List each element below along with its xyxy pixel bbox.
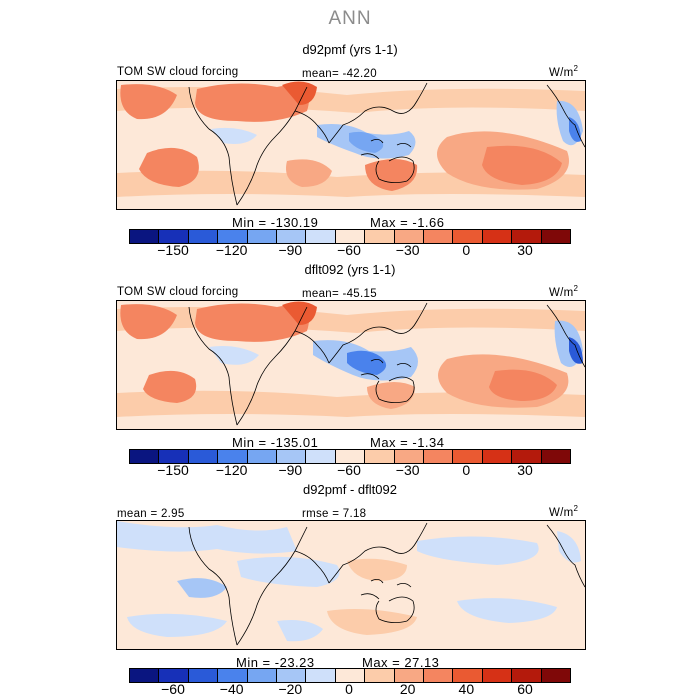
colorbar-cell	[512, 450, 542, 463]
colorbar-cell	[424, 669, 454, 682]
colorbar-cell	[394, 669, 425, 682]
panel-2-mean-label: mean= -45.15	[302, 288, 377, 300]
panel-3-colorbar-ticks: −60 −40 −20 0 20 40 60	[129, 681, 569, 699]
colorbar-tick-label: −20	[278, 681, 303, 697]
colorbar-tick-label: −90	[278, 462, 303, 478]
panel-1-units: W/m2	[549, 64, 579, 79]
colorbar-tick-label: −90	[278, 242, 303, 258]
panel-2-variable-label: TOM SW cloud forcing	[117, 286, 239, 298]
colorbar-tick-label: −150	[157, 242, 189, 258]
panel-1-title: d92pmf (yrs 1-1)	[302, 42, 398, 57]
colorbar-tick-label: 0	[462, 242, 471, 258]
colorbar-cell	[482, 669, 513, 682]
colorbar-cell	[159, 450, 189, 463]
colorbar-cell	[482, 230, 513, 243]
colorbar-cell	[453, 230, 483, 243]
colorbar-cell	[188, 450, 219, 463]
panel-3-rmse-label: rmse = 7.18	[302, 508, 367, 520]
panel-2-min-label: Min = -135.01	[232, 435, 319, 450]
colorbar-cell	[218, 450, 248, 463]
panel-1-map	[116, 80, 586, 210]
colorbar-tick-label: 20	[399, 681, 416, 697]
colorbar-cell	[159, 230, 189, 243]
colorbar-tick-label: −30	[395, 242, 420, 258]
panel-1-mean-label: mean= -42.20	[302, 68, 377, 80]
colorbar-cell	[306, 669, 336, 682]
colorbar-tick-label: 30	[517, 462, 533, 478]
panel-2-colorbar-ticks: −150 −120 −90 −60 −30 0 30	[129, 462, 569, 480]
colorbar-cell	[512, 230, 542, 243]
colorbar-cell	[130, 450, 160, 463]
colorbar-cell	[335, 450, 366, 463]
panel-3-max-label: Max = 27.13	[362, 655, 440, 670]
colorbar-cell	[247, 230, 278, 243]
colorbar-cell	[394, 230, 425, 243]
colorbar-tick-label: −60	[337, 242, 361, 258]
colorbar-cell	[277, 669, 307, 682]
colorbar-cell	[335, 230, 366, 243]
colorbar-cell	[453, 669, 483, 682]
panel-1-colorbar-ticks: −150 −120 −90 −60 −30 0 30	[129, 242, 569, 260]
panel-1-colorbar	[129, 229, 571, 244]
colorbar-cell	[188, 230, 219, 243]
colorbar-cell	[188, 669, 219, 682]
panel-3-mean-label: mean = 2.95	[117, 508, 185, 520]
colorbar-cell	[482, 450, 513, 463]
colorbar-cell	[130, 230, 160, 243]
colorbar-tick-label: −60	[161, 681, 185, 697]
panel-2-max-label: Max = -1.34	[370, 435, 445, 450]
panel-2-title: dflt092 (yrs 1-1)	[304, 262, 396, 277]
colorbar-cell	[541, 450, 571, 463]
colorbar-tick-label: −150	[157, 462, 189, 478]
colorbar-cell	[277, 230, 307, 243]
colorbar-cell	[453, 450, 483, 463]
colorbar-cell	[424, 230, 454, 243]
panel-1-min-label: Min = -130.19	[232, 215, 319, 230]
colorbar-cell	[306, 230, 336, 243]
colorbar-cell	[541, 669, 571, 682]
colorbar-tick-label: −40	[219, 681, 244, 697]
panel-3-colorbar	[129, 668, 571, 683]
colorbar-tick-label: −120	[215, 242, 248, 258]
colorbar-cell	[159, 669, 189, 682]
colorbar-tick-label: 40	[458, 681, 475, 697]
colorbar-cell	[365, 669, 395, 682]
colorbar-cell	[394, 450, 425, 463]
colorbar-cell	[247, 669, 278, 682]
colorbar-cell	[247, 450, 278, 463]
colorbar-cell	[218, 230, 248, 243]
colorbar-tick-label: 0	[345, 681, 353, 697]
panel-2-map	[116, 300, 586, 430]
colorbar-cell	[512, 669, 542, 682]
panel-2-colorbar	[129, 449, 571, 464]
figure-title: ANN	[328, 8, 372, 29]
colorbar-tick-label: 30	[517, 242, 533, 258]
colorbar-cell	[424, 450, 454, 463]
panel-2-units: W/m2	[549, 284, 579, 299]
colorbar-cell	[365, 230, 395, 243]
colorbar-cell	[277, 450, 307, 463]
colorbar-tick-label: −120	[215, 462, 248, 478]
panel-3-min-label: Min = -23.23	[236, 655, 315, 670]
colorbar-cell	[306, 450, 336, 463]
panel-3-units: W/m2	[549, 504, 579, 519]
colorbar-cell	[130, 669, 160, 682]
colorbar-cell	[541, 230, 571, 243]
colorbar-cell	[335, 669, 366, 682]
colorbar-cell	[218, 669, 248, 682]
colorbar-tick-label: −30	[395, 462, 420, 478]
panel-1-max-label: Max = -1.66	[370, 215, 445, 230]
panel-3-title: d92pmf - dflt092	[303, 482, 397, 497]
colorbar-cell	[365, 450, 395, 463]
colorbar-tick-label: −60	[337, 462, 361, 478]
panel-1-variable-label: TOM SW cloud forcing	[117, 66, 239, 78]
colorbar-tick-label: 60	[517, 681, 533, 697]
panel-3-map	[116, 520, 586, 650]
colorbar-tick-label: 0	[462, 462, 471, 478]
